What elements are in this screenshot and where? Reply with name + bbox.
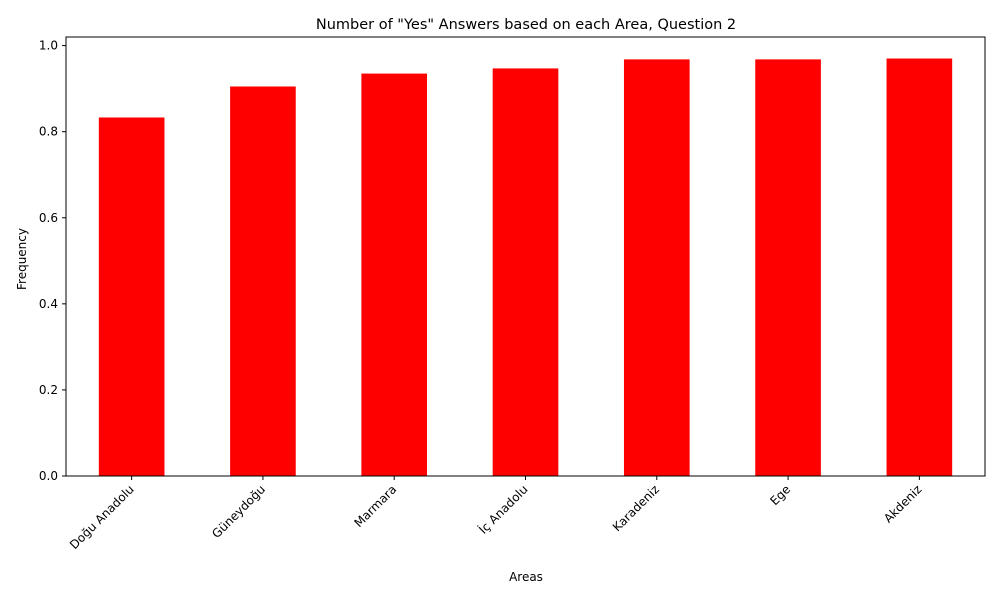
bar xyxy=(886,58,953,477)
y-axis: 0.0 0.2 0.4 0.6 0.8 1.0 xyxy=(39,39,66,483)
bar xyxy=(361,73,428,476)
y-tick-label: 0.2 xyxy=(39,383,58,397)
y-axis-title: Frequency xyxy=(15,228,29,290)
x-tick-label: Ege xyxy=(767,482,793,508)
x-tick-label: Doğu Anadolu xyxy=(67,482,137,552)
y-tick-label: 0.6 xyxy=(39,211,58,225)
x-axis: Doğu Anadolu Güneydoğu Marmara İç Anadolu Ka… xyxy=(67,476,924,552)
chart-title: Number of "Yes" Answers based on each Ar… xyxy=(316,17,736,33)
y-tick-label: 0.4 xyxy=(39,297,58,311)
bar xyxy=(492,68,559,476)
x-tick-label: Güneydoğu xyxy=(209,482,268,541)
bar xyxy=(98,117,165,476)
y-tick-label: 1.0 xyxy=(39,39,58,53)
x-axis-title: Areas xyxy=(509,570,543,584)
bar xyxy=(755,59,821,476)
y-tick-label: 0.0 xyxy=(39,469,58,483)
plot-frame xyxy=(65,36,986,477)
x-tick-label: Marmara xyxy=(351,482,399,530)
x-tick-label: İç Anadolu xyxy=(475,482,530,537)
x-tick-label: Karadeniz xyxy=(610,482,662,534)
bar xyxy=(230,86,296,477)
bars-group xyxy=(98,58,953,477)
y-tick-label: 0.8 xyxy=(39,125,58,139)
bar xyxy=(623,59,690,476)
x-tick-label: Akdeniz xyxy=(881,482,924,525)
